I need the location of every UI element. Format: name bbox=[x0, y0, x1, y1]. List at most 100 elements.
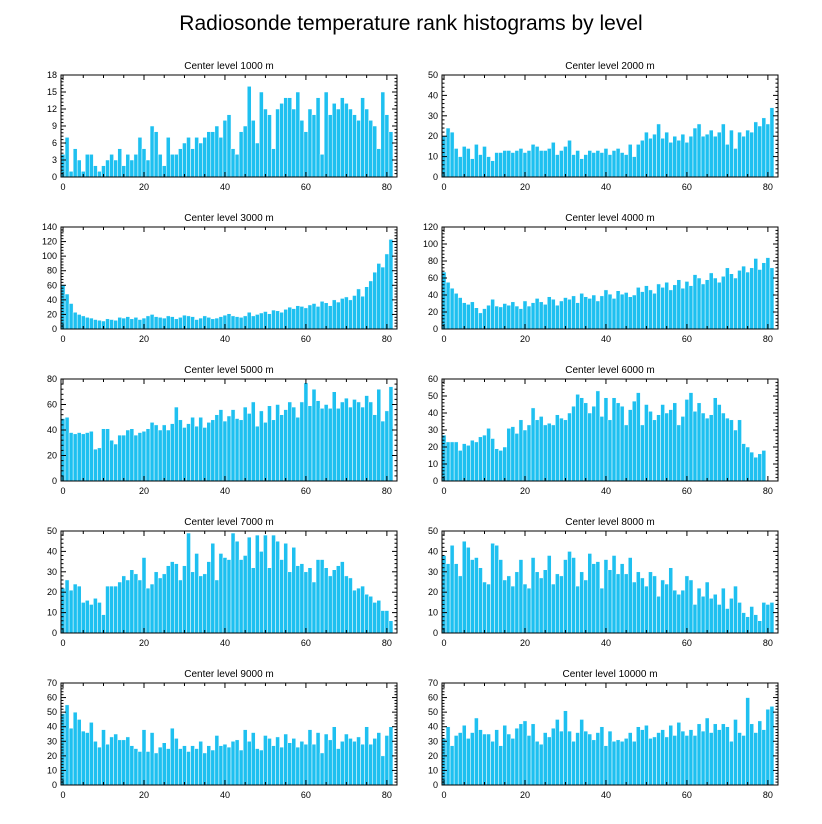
bar bbox=[542, 150, 548, 178]
bar bbox=[161, 573, 167, 634]
y-tick-label: 80 bbox=[47, 374, 57, 384]
bar bbox=[526, 587, 532, 634]
bar bbox=[680, 589, 686, 634]
x-tick-label: 80 bbox=[382, 182, 392, 192]
bar bbox=[717, 131, 722, 178]
bar bbox=[186, 751, 191, 786]
bar bbox=[461, 443, 467, 482]
bar bbox=[238, 317, 244, 330]
x-tick-label: 20 bbox=[520, 334, 530, 344]
bar bbox=[303, 131, 309, 178]
bar bbox=[230, 741, 236, 786]
bar bbox=[331, 103, 337, 178]
bar bbox=[153, 316, 159, 330]
bar bbox=[149, 732, 155, 786]
bar bbox=[161, 742, 167, 786]
bar bbox=[275, 404, 280, 482]
bar bbox=[461, 540, 467, 634]
bar bbox=[340, 298, 345, 330]
bar bbox=[117, 148, 122, 178]
bar bbox=[441, 271, 447, 330]
bar bbox=[708, 732, 714, 786]
bar bbox=[502, 446, 508, 482]
bar bbox=[263, 534, 268, 634]
bar bbox=[376, 600, 382, 634]
y-tick-label: 3 bbox=[52, 155, 57, 165]
bar bbox=[105, 159, 110, 178]
bar bbox=[311, 303, 317, 330]
bar bbox=[445, 563, 451, 634]
y-tick-label: 50 bbox=[428, 70, 438, 80]
bar bbox=[587, 298, 593, 330]
bar bbox=[287, 401, 292, 482]
bar bbox=[133, 317, 139, 330]
bar bbox=[741, 265, 746, 330]
bar bbox=[611, 555, 617, 634]
bar bbox=[696, 402, 702, 482]
bar bbox=[640, 729, 645, 786]
bar bbox=[676, 593, 682, 634]
y-tick-label: 10 bbox=[47, 608, 57, 618]
bar bbox=[522, 720, 528, 786]
bar bbox=[194, 137, 199, 178]
bar bbox=[717, 404, 722, 482]
bar bbox=[725, 608, 730, 634]
bar bbox=[137, 751, 143, 786]
bar bbox=[664, 282, 669, 330]
bar bbox=[579, 719, 584, 786]
bar bbox=[85, 600, 90, 634]
x-tick-label: 80 bbox=[382, 486, 392, 496]
bar bbox=[623, 738, 629, 786]
bar bbox=[242, 555, 248, 634]
bar bbox=[656, 283, 661, 330]
bar bbox=[514, 727, 520, 786]
bar bbox=[753, 614, 759, 634]
x-tick-label: 0 bbox=[61, 182, 66, 192]
bar bbox=[607, 419, 613, 482]
bar bbox=[761, 117, 767, 178]
y-tick-label: 10 bbox=[47, 765, 57, 775]
bar bbox=[680, 133, 686, 178]
bar bbox=[700, 283, 706, 330]
bar bbox=[93, 741, 98, 786]
bar-series bbox=[60, 382, 394, 482]
bar bbox=[551, 299, 556, 330]
bar bbox=[246, 86, 252, 178]
x-tick-label: 60 bbox=[301, 334, 311, 344]
bar bbox=[721, 587, 726, 634]
bar-series bbox=[60, 704, 394, 786]
bar bbox=[186, 423, 191, 482]
bar bbox=[717, 282, 722, 330]
bar bbox=[486, 733, 491, 786]
bar bbox=[510, 301, 516, 330]
bar bbox=[753, 258, 759, 330]
bar bbox=[648, 137, 653, 178]
bar bbox=[457, 450, 463, 482]
bar bbox=[498, 306, 503, 330]
bar bbox=[348, 577, 353, 634]
bar bbox=[89, 722, 94, 786]
panel-7: Center level 7000 m 0 20 40 60 80 0 10 20 30 40 50 bbox=[47, 517, 398, 648]
bar bbox=[680, 730, 686, 786]
bar bbox=[348, 406, 353, 482]
bar bbox=[348, 108, 353, 178]
bar bbox=[603, 289, 609, 330]
x-tick-label: 60 bbox=[301, 182, 311, 192]
bar bbox=[668, 409, 673, 482]
bar bbox=[583, 296, 588, 330]
bar bbox=[721, 276, 726, 330]
bar bbox=[599, 587, 605, 634]
bar bbox=[607, 293, 613, 330]
bar bbox=[117, 317, 122, 330]
y-tick-label: 0 bbox=[433, 324, 438, 334]
bar bbox=[368, 596, 373, 634]
bar bbox=[449, 287, 455, 330]
bar bbox=[668, 289, 673, 330]
y-tick-label: 0 bbox=[52, 628, 57, 638]
bar bbox=[575, 302, 580, 330]
bar bbox=[230, 148, 236, 178]
bar bbox=[652, 736, 657, 786]
bar bbox=[311, 743, 317, 786]
bar bbox=[121, 575, 127, 634]
bar bbox=[295, 91, 301, 178]
